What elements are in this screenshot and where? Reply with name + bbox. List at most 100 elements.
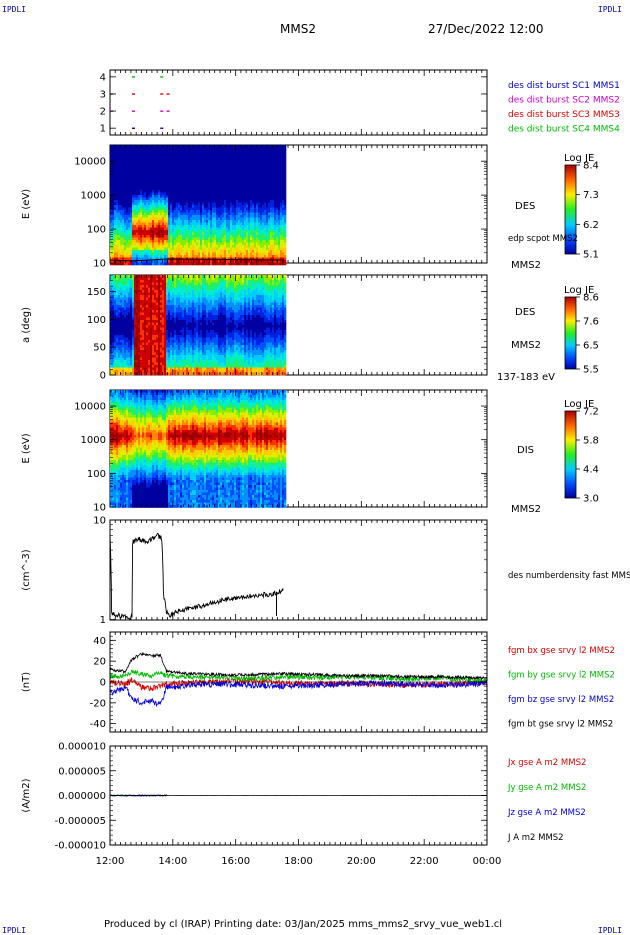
spectrogram-cell [210, 210, 212, 213]
spectrogram-cell [236, 235, 238, 238]
spectrogram-cell [172, 193, 174, 196]
spectrogram-cell [234, 203, 236, 206]
spectrogram-cell [160, 213, 162, 216]
spectrogram-cell [116, 223, 118, 226]
spectrogram-cell [208, 223, 210, 226]
spectrogram-cell [242, 190, 244, 193]
spectrogram-cell [184, 223, 186, 226]
spectrogram-cell [184, 150, 186, 153]
spectrogram-cell [284, 200, 286, 203]
spectrogram-cell [244, 215, 246, 218]
spectrogram-cell [274, 195, 276, 198]
spectrogram-cell [264, 245, 266, 248]
spectrogram-cell [278, 173, 280, 176]
spectrogram-cell [150, 235, 152, 238]
spectrogram-cell [174, 218, 176, 221]
spectrogram-cell [208, 248, 210, 251]
spectrogram-cell [246, 163, 248, 166]
spectrogram-cell [148, 208, 150, 211]
spectrogram-cell [144, 278, 146, 281]
spectrogram-cell [118, 230, 120, 233]
spectrogram-cell [120, 153, 122, 156]
spectrogram-cell [176, 175, 178, 178]
spectrogram-cell [128, 155, 130, 158]
spectrogram-cell [218, 240, 220, 243]
spectrogram-cell [284, 248, 286, 251]
spectrogram-cell [254, 173, 256, 176]
spectrogram-cell [122, 298, 124, 301]
spectrogram-cell [112, 293, 114, 296]
spectrogram-cell [264, 230, 266, 233]
spectrogram-cell [270, 238, 272, 241]
spectrogram-cell [138, 200, 140, 203]
spectrogram-cell [194, 243, 196, 246]
spectrogram-cell [238, 203, 240, 206]
spectrogram-cell [180, 158, 182, 161]
spectrogram-cell [242, 223, 244, 226]
spectrogram-cell [138, 285, 140, 288]
spectrogram-cell [130, 215, 132, 218]
spectrogram-cell [134, 313, 136, 316]
spectrogram-cell [220, 210, 222, 213]
spectrogram-cell [120, 348, 122, 351]
spectrogram-cell [274, 225, 276, 228]
spectrogram-cell [134, 323, 136, 326]
spectrogram-cell [160, 163, 162, 166]
spectrogram-cell [138, 358, 140, 361]
spectrogram-cell [202, 205, 204, 208]
spectrogram-cell [164, 200, 166, 203]
spectrogram-cell [170, 165, 172, 168]
spectrogram-cell [142, 233, 144, 236]
spectrogram-cell [268, 180, 270, 183]
spectrogram-cell [154, 230, 156, 233]
spectrogram-cell [116, 218, 118, 221]
spectrogram-cell [276, 233, 278, 236]
spectrogram-cell [138, 360, 140, 363]
spectrogram-cell [144, 370, 146, 373]
spectrogram-cell [176, 225, 178, 228]
spectrogram-cell [172, 180, 174, 183]
spectrogram-cell [186, 190, 188, 193]
spectrogram-cell [190, 170, 192, 173]
spectrogram-cell [276, 223, 278, 226]
spectrogram-cell [120, 350, 122, 353]
spectrogram-cell [154, 248, 156, 251]
spectrogram-cell [184, 260, 186, 263]
spectrogram-cell [270, 183, 272, 186]
spectrogram-cell [178, 153, 180, 156]
spectrogram-cell [156, 183, 158, 186]
spectrogram-cell [170, 198, 172, 201]
spectrogram-cell [228, 198, 230, 201]
spectrogram-cell [168, 245, 170, 248]
spectrogram-cell [152, 213, 154, 216]
spectrogram-cell [220, 238, 222, 241]
spectrogram-cell [164, 218, 166, 221]
spectrogram-cell [118, 200, 120, 203]
spectrogram-cell [138, 190, 140, 193]
spectrogram-cell [182, 193, 184, 196]
spectrogram-cell [272, 160, 274, 163]
spectrogram-cell [242, 150, 244, 153]
spectrogram-cell [122, 365, 124, 368]
spectrogram-cell [154, 200, 156, 203]
spectrogram-cell [200, 245, 202, 248]
spectrogram-cell [140, 303, 142, 306]
spectrogram-cell [124, 205, 126, 208]
spectrogram-cell [278, 198, 280, 201]
spectrogram-cell [270, 233, 272, 236]
spectrogram-cell [112, 283, 114, 286]
spectrogram-cell [110, 293, 112, 296]
spectrogram-cell [162, 158, 164, 161]
spectrogram-cell [198, 213, 200, 216]
spectrogram-cell [224, 165, 226, 168]
spectrogram-cell [272, 235, 274, 238]
spectrogram-cell [216, 158, 218, 161]
spectrogram-cell [140, 178, 142, 181]
spectrogram-cell [282, 150, 284, 153]
spectrogram-cell [232, 205, 234, 208]
spectrogram-cell [154, 243, 156, 246]
spectrogram-cell [154, 198, 156, 201]
spectrogram-cell [284, 253, 286, 256]
spectrogram-cell [142, 293, 144, 296]
spectrogram-cell [180, 235, 182, 238]
